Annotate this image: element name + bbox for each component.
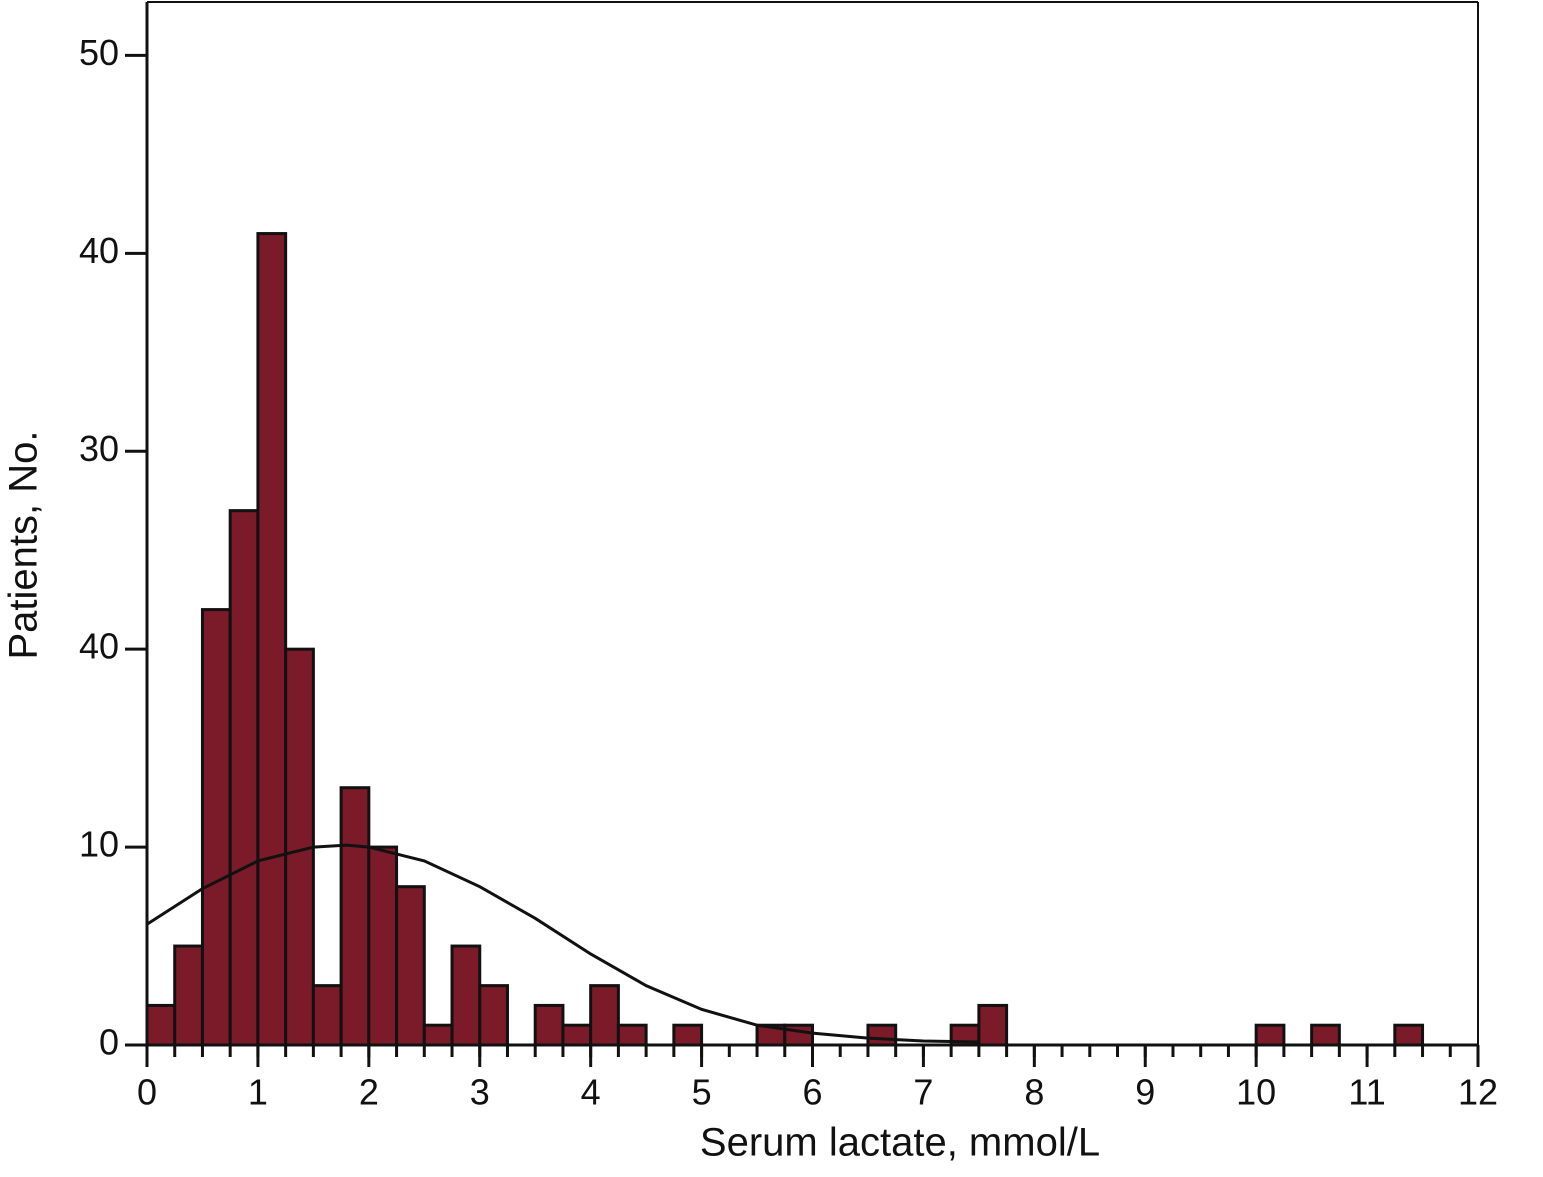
bar bbox=[533, 1003, 565, 1047]
y-axis-label: Patients, No. bbox=[2, 430, 46, 659]
x-tick-label: 3 bbox=[470, 1072, 490, 1113]
y-tick-label: 50 bbox=[79, 32, 119, 73]
x-tick-label: 8 bbox=[1024, 1072, 1044, 1113]
y-tick-label: 0 bbox=[99, 1022, 119, 1063]
x-tick-label: 10 bbox=[1236, 1072, 1276, 1113]
x-tick-label: 4 bbox=[581, 1072, 601, 1113]
x-tick-label: 5 bbox=[692, 1072, 712, 1113]
bar bbox=[783, 1023, 814, 1047]
y-tick-label: 10 bbox=[79, 824, 119, 865]
bar bbox=[478, 984, 509, 1047]
y-tick-label: 40 bbox=[79, 626, 119, 667]
bar bbox=[256, 232, 288, 1047]
x-axis-label: Serum lactate, mmol/L bbox=[700, 1121, 1100, 1165]
x-tick-label: 9 bbox=[1135, 1072, 1155, 1113]
bar bbox=[1254, 1023, 1286, 1047]
bar bbox=[339, 786, 371, 1047]
x-tick-label: 2 bbox=[359, 1072, 379, 1113]
bar bbox=[395, 885, 426, 1047]
x-tick-label: 7 bbox=[913, 1072, 933, 1113]
bar bbox=[1393, 1023, 1425, 1047]
bar bbox=[422, 1023, 454, 1047]
bar bbox=[200, 608, 232, 1047]
bar bbox=[228, 509, 260, 1047]
bar bbox=[589, 984, 620, 1047]
bar bbox=[977, 1003, 1009, 1047]
x-tick-label: 6 bbox=[802, 1072, 822, 1113]
bar bbox=[145, 1003, 177, 1047]
x-tick-label: 12 bbox=[1458, 1072, 1498, 1113]
x-tick-label: 11 bbox=[1348, 1072, 1385, 1113]
bar bbox=[450, 944, 482, 1047]
bar bbox=[311, 984, 343, 1047]
bar bbox=[367, 845, 399, 1047]
bar bbox=[1310, 1023, 1341, 1047]
bar bbox=[173, 944, 204, 1047]
bar bbox=[672, 1023, 704, 1047]
x-tick-label: 0 bbox=[137, 1072, 157, 1113]
bar bbox=[561, 1023, 593, 1047]
x-tick-label: 1 bbox=[248, 1072, 268, 1113]
y-tick-label: 40 bbox=[79, 230, 119, 271]
y-tick-label: 30 bbox=[79, 428, 119, 469]
fit-curve bbox=[146, 843, 979, 1044]
bar bbox=[616, 1023, 648, 1047]
bar bbox=[866, 1023, 898, 1047]
